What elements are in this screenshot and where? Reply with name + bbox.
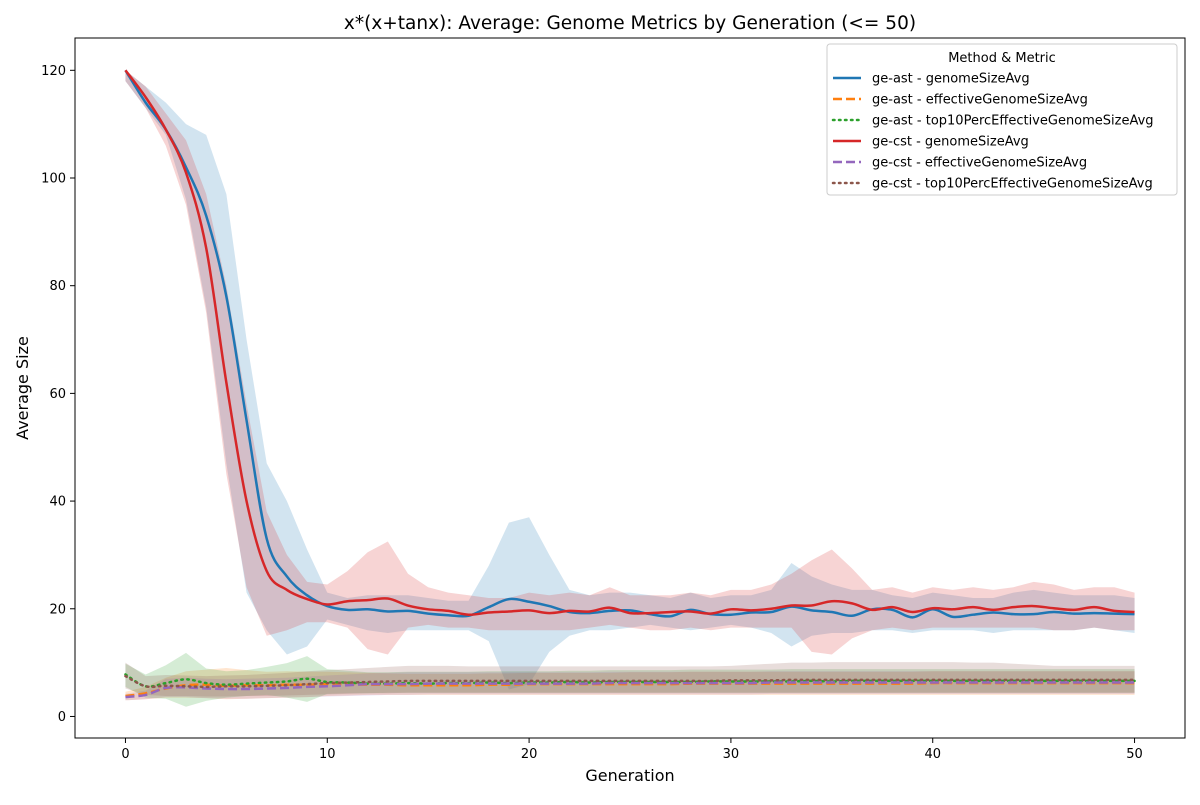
x-axis-label: Generation	[585, 766, 674, 785]
legend: Method & Metric ge-ast - genomeSizeAvgge…	[826, 43, 1178, 196]
legend-items: ge-ast - genomeSizeAvg ge-ast - effective…	[831, 72, 1154, 192]
band-ge-ast-top10perceffectivegenomesizeavg	[125, 652, 1135, 707]
x-tick-label: 20	[521, 747, 538, 762]
plot-frame	[74, 37, 1186, 739]
series-lines	[124, 69, 1136, 699]
series-line-ge-cst-genomesizeavg	[124, 69, 1135, 616]
legend-box	[826, 43, 1178, 196]
legend-label-ge-cst-genomesizeavg: ge-cst - genomeSizeAvg	[872, 135, 1029, 150]
legend-label-ge-ast-top10perceffectivegenomesizeavg: ge-ast - top10PercEffectiveGenomeSizeAvg	[872, 114, 1154, 129]
chart-title: x*(x+tanx): Average: Genome Metrics by G…	[344, 13, 916, 34]
x-tick-label: 50	[1126, 747, 1143, 762]
y-tick-label: 20	[49, 602, 66, 617]
x-tick-label: 40	[924, 747, 941, 762]
y-tick-label: 60	[49, 387, 66, 402]
band-ge-cst-genomesizeavg	[125, 70, 1135, 655]
series-line-ge-ast-top10perceffectivegenomesizeavg	[124, 673, 1136, 688]
band-ge-cst-top10perceffectivegenomesizeavg	[125, 662, 1135, 697]
y-tick-label: 80	[49, 279, 66, 294]
legend-label-ge-ast-effectivegenomesizeavg: ge-ast - effectiveGenomeSizeAvg	[872, 93, 1088, 108]
x-tick-label: 0	[121, 747, 129, 762]
legend-label-ge-cst-top10perceffectivegenomesizeavg: ge-cst - top10PercEffectiveGenomeSizeAvg	[872, 177, 1153, 192]
y-axis-label: Average Size	[13, 336, 32, 440]
legend-title: Method & Metric	[948, 51, 1056, 66]
y-tick-label: 100	[41, 172, 66, 187]
series-line-ge-cst-top10perceffectivegenomesizeavg	[124, 674, 1136, 689]
x-tick-label: 10	[319, 747, 336, 762]
legend-label-ge-cst-effectivegenomesizeavg: ge-cst - effectiveGenomeSizeAvg	[872, 156, 1087, 171]
x-axis-ticks: 0 10 20 30 40 50	[121, 738, 1143, 762]
y-axis-ticks: 0 20 40 60 80 100 120	[41, 64, 75, 725]
y-tick-label: 40	[49, 495, 66, 510]
band-ge-cst-effectivegenomesizeavg	[125, 671, 1135, 701]
y-tick-label: 0	[58, 710, 66, 725]
band-ge-ast-effectivegenomesizeavg	[125, 668, 1135, 701]
band-ge-ast-genomesizeavg	[125, 70, 1135, 690]
y-tick-label: 120	[41, 64, 66, 79]
legend-label-ge-ast-genomesizeavg: ge-ast - genomeSizeAvg	[872, 72, 1030, 87]
confidence-bands	[125, 70, 1135, 707]
x-tick-label: 30	[723, 747, 740, 762]
